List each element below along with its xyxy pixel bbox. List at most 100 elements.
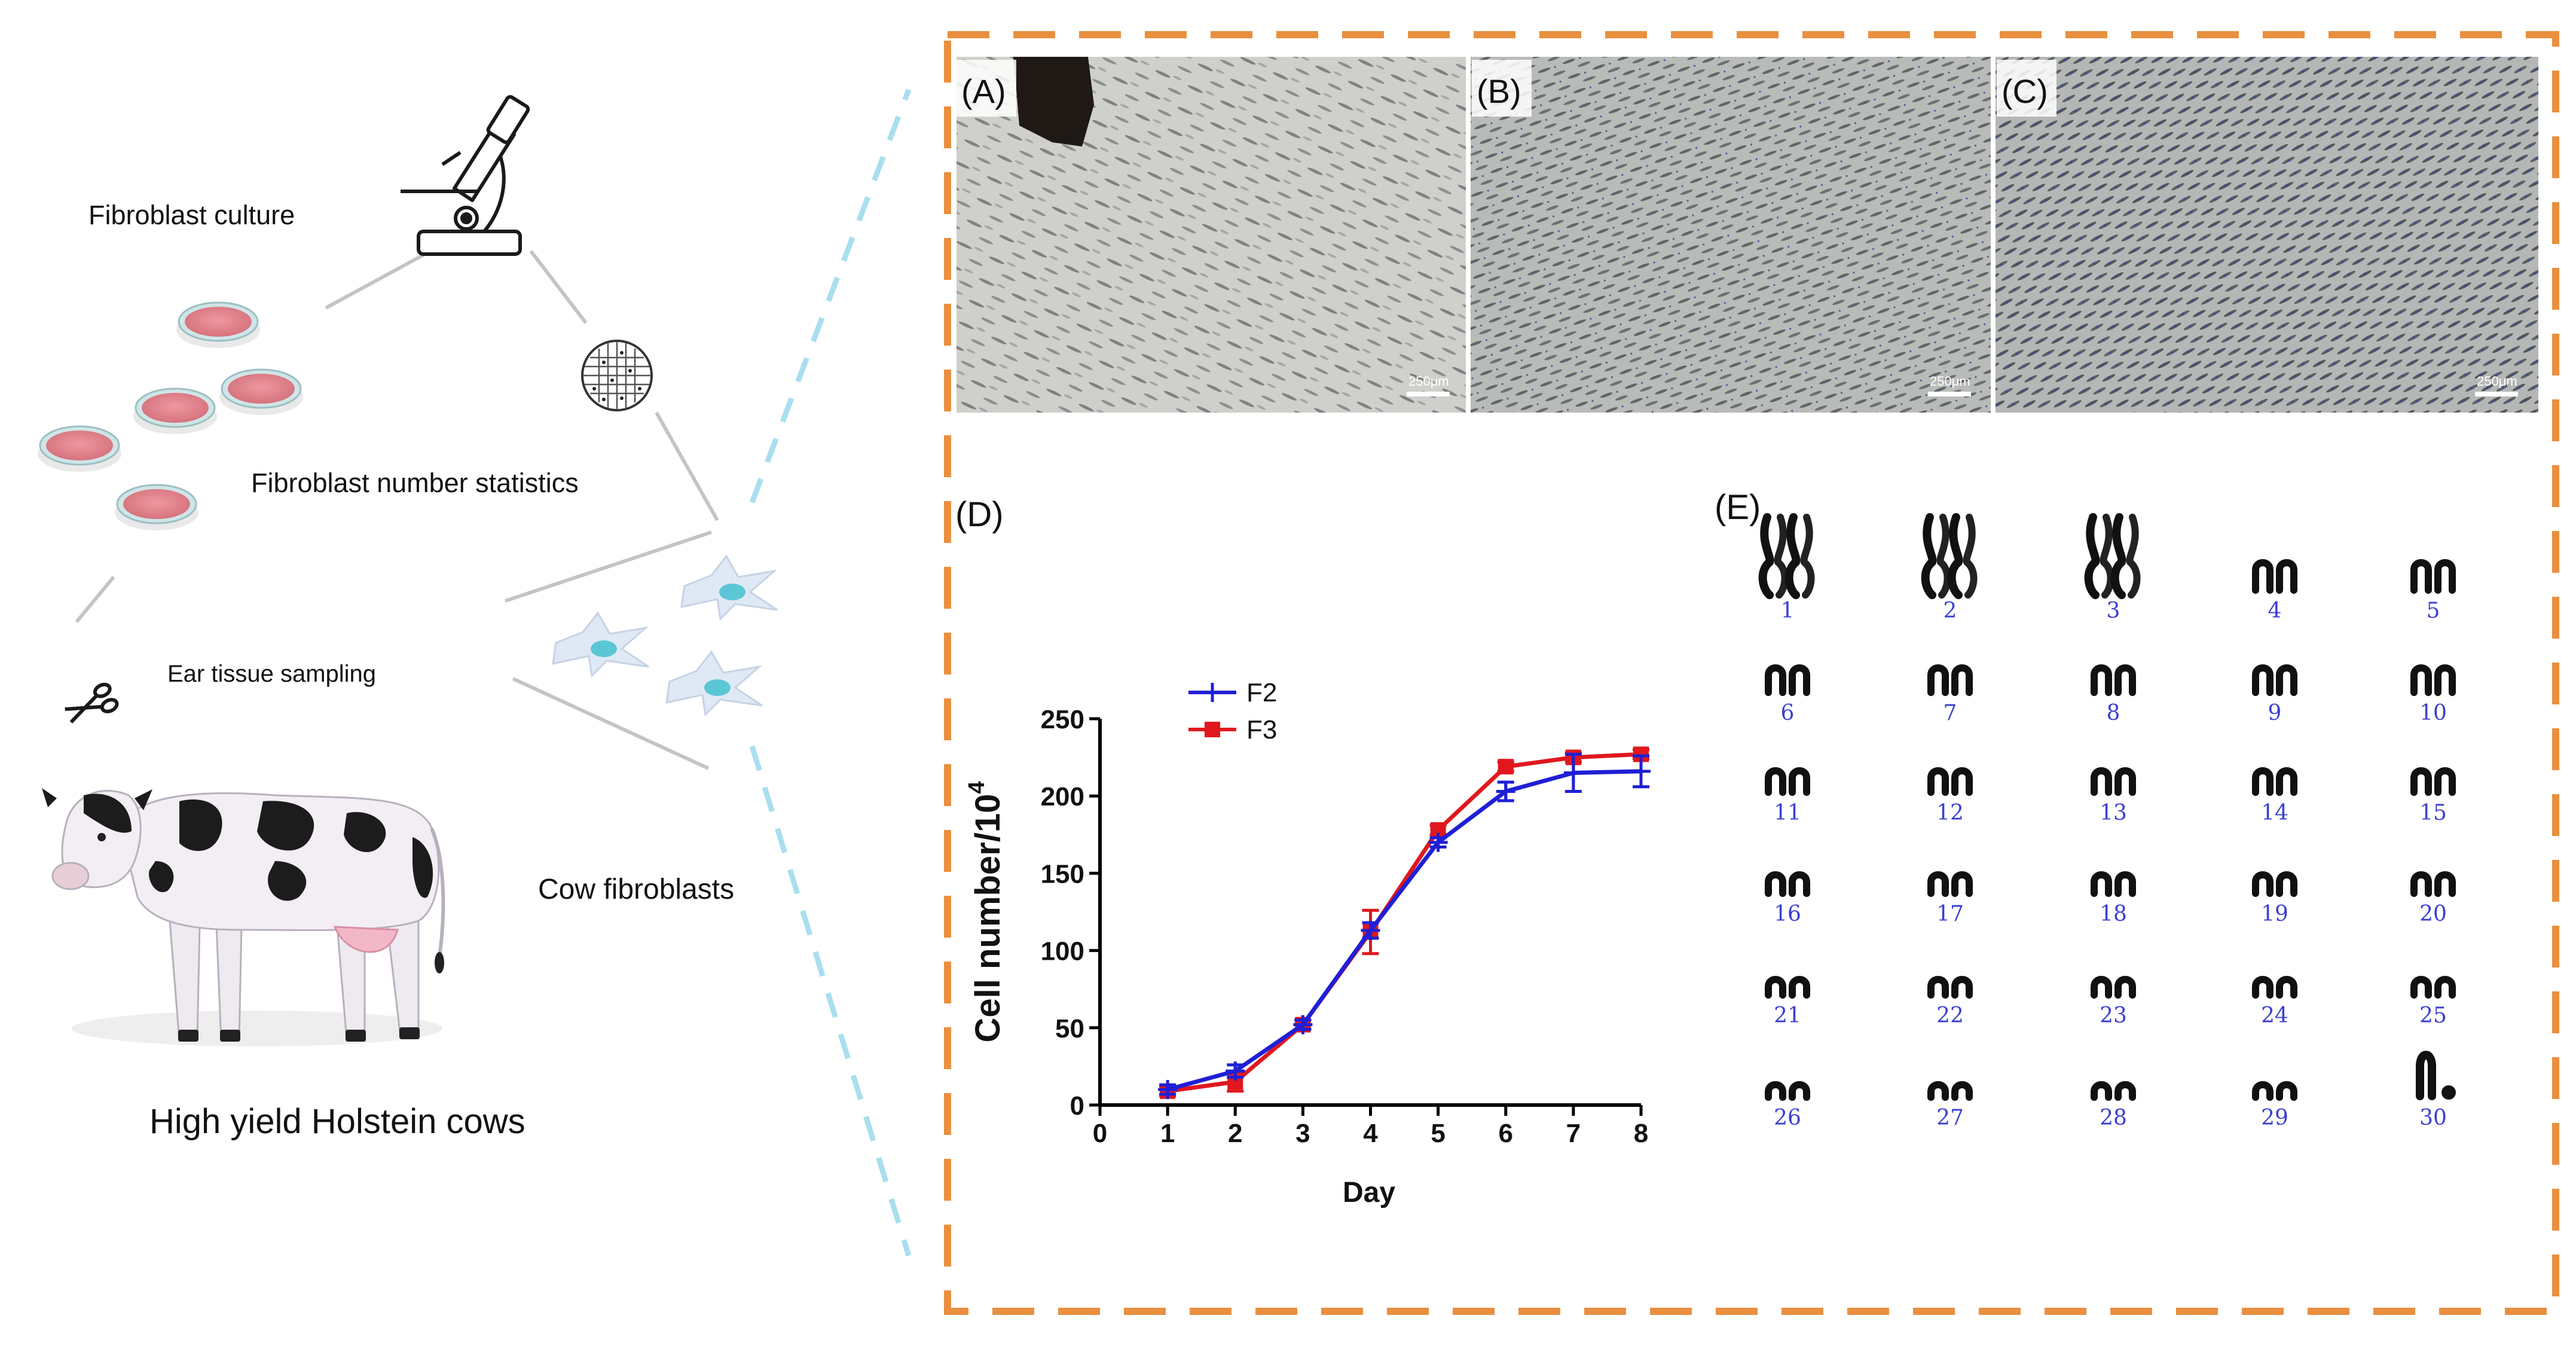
high-yield-holstein-cows-label: High yield Holstein cows [149,1102,525,1141]
chromosome-pair-12: 12 [1927,767,1973,825]
scissors-icon [65,682,119,724]
chromosome-number: 1 [1781,599,1795,623]
micrograph-b-scale-bar: 250μm [1930,374,1970,389]
y-tick-label: 200 [1041,782,1084,811]
chromosome-pair-21: 21 [1765,976,1810,1028]
series-f2 [1158,752,1651,1100]
chromosome [1947,513,1963,599]
chromosome-number: 19 [2261,902,2288,926]
y-axis-label-exponent: 4 [964,782,989,794]
chromosome-number: 7 [1944,701,1957,725]
chromosome-pair-26: 26 [1765,1081,1810,1130]
chromosome [2252,767,2274,796]
y-tick-label: 100 [1041,937,1084,966]
chromosome-pair-20: 20 [2410,871,2456,926]
chromosome [2410,559,2432,594]
x-tick-label: 3 [1295,1119,1310,1148]
chromatid [1800,514,1815,599]
chromosome [2091,871,2112,897]
chromosome-number: 27 [1936,1106,1964,1130]
chromosome [2410,664,2432,696]
chromosome-pair-30: 30 [2416,1051,2456,1130]
chromosome [2114,1081,2136,1101]
chromosome-pair-16: 16 [1765,871,1810,926]
chromosome [1951,767,1973,796]
petri-dish-icon [38,301,303,530]
chromosome-pair-10: 10 [2410,664,2456,725]
chromosome-pair-3: 3 [2084,513,2141,623]
chromosome-pair-23: 23 [2091,976,2136,1028]
right-panel-frame [944,31,2559,1315]
micrograph-row: (A) 250μm (B) 250μm (C) 250μm [957,57,2538,413]
legend-label: F2 [1246,678,1277,707]
chromosome-pair-19: 19 [2252,871,2297,926]
chromosome-number: 26 [1774,1106,1801,1130]
micrograph-b: (B) 250μm [1471,57,1991,413]
chromosome [2434,767,2456,796]
chromosome [1789,664,1810,696]
chromosome-pair-17: 17 [1927,871,1973,926]
chromosome-number: 10 [2419,701,2447,725]
chromosome [2434,871,2456,897]
zoom-connector-lines [749,88,912,1257]
y-axis-label: Cell number/104 [964,782,1007,1043]
chromosome-number: 25 [2419,1003,2447,1028]
chromosome [1789,871,1810,897]
y-tick-labels: 0 50 100 150 200 250 [1041,705,1084,1121]
chromosome-pair-22: 22 [1927,976,1973,1028]
chromosome-number: 4 [2268,599,2282,623]
chromosome [1765,664,1786,696]
chromosome [1789,976,1810,999]
chromosome-pair-2: 2 [1921,513,1978,623]
chromosome-number: 6 [1781,701,1795,725]
chromosome-pair-13: 13 [2091,767,2136,825]
chromosome [2276,767,2297,796]
microscope-icon [401,94,530,256]
chromosome [1951,871,1973,897]
chromosome [2416,1051,2436,1100]
chromosome [2252,1081,2274,1101]
chromosome-number: 3 [2107,599,2120,623]
micrograph-a-label: (A) [961,72,1006,110]
chromosome-number: 15 [2419,801,2447,825]
x-tick-label: 1 [1160,1119,1175,1148]
chromosome-number: 18 [2100,902,2127,926]
chromosome-number: 8 [2107,701,2120,725]
chromosome-number: 24 [2261,1003,2288,1028]
cow-icon [42,788,445,1046]
chromosome-pair-15: 15 [2410,767,2456,825]
chromosome [1789,767,1810,796]
chromosome-pair-8: 8 [2091,664,2136,725]
chromosome [1927,767,1949,796]
chromatid [2100,514,2114,599]
chromatid [2126,514,2141,599]
data-point [1498,759,1514,775]
chromatid [1774,514,1789,599]
chromosome-number: 16 [1774,902,1801,926]
chromosome-pair-24: 24 [2252,976,2297,1028]
x-tick-label: 0 [1093,1119,1107,1148]
chromosome [1765,767,1786,796]
micrograph-c-label: (C) [2001,72,2048,110]
y-tick-label: 250 [1041,705,1084,734]
chromosome [1921,513,1937,599]
chromosome [2276,976,2297,999]
chromosome [1784,513,1801,599]
chromosome [2114,664,2136,696]
y-tick-label: 0 [1070,1091,1084,1121]
chromosome-number: 13 [2100,801,2127,825]
chromosome-pair-6: 6 [1765,664,1810,725]
chromosome-number: 23 [2100,1003,2127,1028]
chromosome [2091,976,2112,999]
micrograph-a-scale-bar: 250μm [1408,374,1449,389]
chromosome-pair-25: 25 [2410,976,2456,1028]
workflow-connector-lines [75,249,719,770]
micrograph-a: (A) 250μm [957,57,1466,413]
chromosome-pair-11: 11 [1765,767,1810,825]
x-tick-label: 5 [1431,1119,1445,1148]
chromosome [2114,871,2136,897]
chromosome [2410,871,2432,897]
